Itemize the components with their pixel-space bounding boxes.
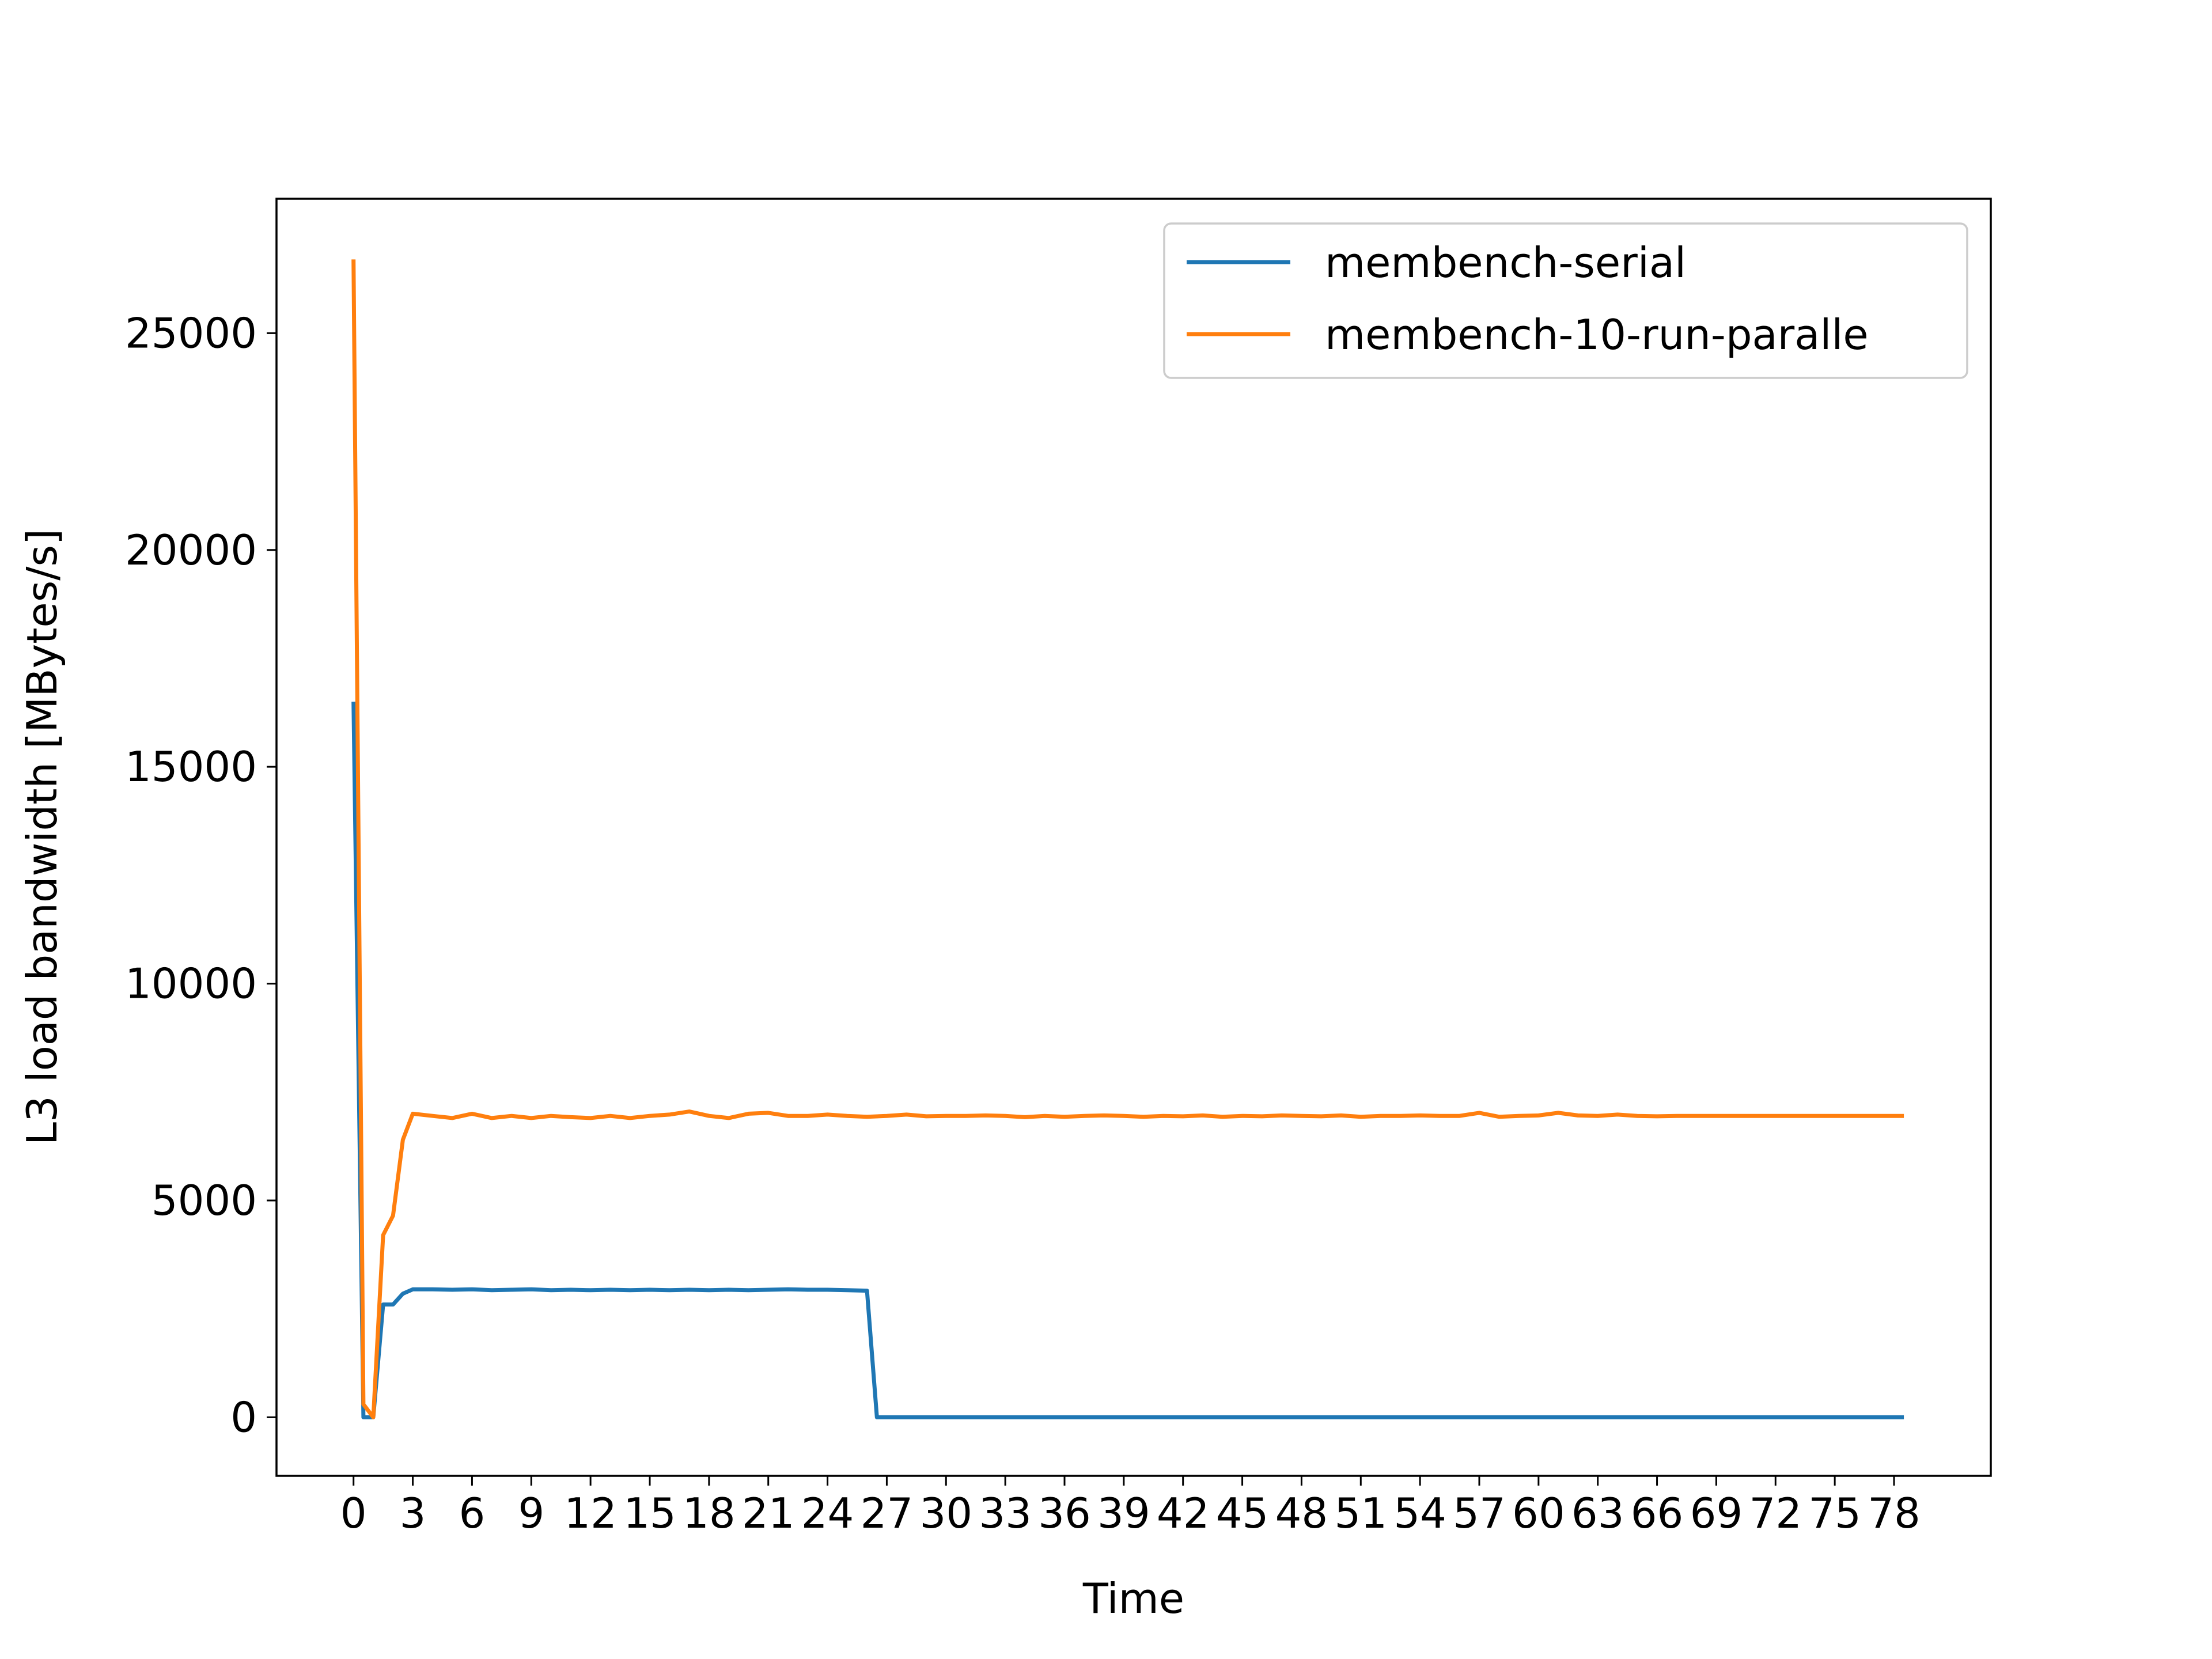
y-tick-label: 0 <box>230 1393 257 1441</box>
y-axis-ticks: 0 5000 10000 15000 20000 25000 <box>125 309 276 1441</box>
x-tick-label: 27 <box>861 1489 914 1537</box>
x-tick-label: 0 <box>340 1489 367 1537</box>
x-tick-label: 69 <box>1690 1489 1743 1537</box>
x-tick-label: 12 <box>564 1489 617 1537</box>
series-line-membench-serial <box>351 702 1904 1419</box>
x-tick-label: 78 <box>1868 1489 1921 1537</box>
x-tick-label: 63 <box>1571 1489 1624 1537</box>
x-tick-label: 72 <box>1749 1489 1802 1537</box>
legend-label-membench-serial: membench-serial <box>1325 238 1686 287</box>
legend-box <box>1163 222 1968 379</box>
x-tick-label: 42 <box>1157 1489 1210 1537</box>
legend: membench-serial membench-10-run-paralle <box>1163 222 1968 379</box>
x-tick-label: 18 <box>683 1489 736 1537</box>
x-tick-label: 30 <box>919 1489 972 1537</box>
plot-area <box>276 199 1991 1476</box>
x-tick-label: 24 <box>801 1489 854 1537</box>
x-tick-label: 48 <box>1275 1489 1328 1537</box>
x-tick-label: 33 <box>979 1489 1032 1537</box>
x-tick-label: 39 <box>1097 1489 1150 1537</box>
axes-frame <box>275 198 1992 1477</box>
y-tick-label: 5000 <box>151 1176 257 1225</box>
x-tick-label: 3 <box>400 1489 426 1537</box>
x-tick-label: 57 <box>1453 1489 1506 1537</box>
x-axis-label: Time <box>1082 1574 1184 1623</box>
y-axis-label: L3 load bandwidth [MBytes/s] <box>18 529 66 1145</box>
x-tick-label: 45 <box>1216 1489 1269 1537</box>
y-tick-label: 10000 <box>125 960 257 1008</box>
x-tick-label: 6 <box>459 1489 486 1537</box>
x-tick-label: 51 <box>1334 1489 1387 1537</box>
x-tick-label: 15 <box>623 1489 676 1537</box>
y-tick-label: 25000 <box>125 309 257 357</box>
x-tick-label: 75 <box>1808 1489 1861 1537</box>
x-axis-ticks: 0 3 6 9 12 15 18 21 24 27 30 33 36 39 42 45 48 51 54 57 60 63… <box>340 1476 1921 1537</box>
x-tick-label: 21 <box>742 1489 795 1537</box>
legend-label-membench-10-run-paralle: membench-10-run-paralle <box>1325 310 1869 359</box>
x-tick-label: 66 <box>1631 1489 1684 1537</box>
series-layer <box>351 259 1904 1419</box>
x-tick-label: 9 <box>518 1489 544 1537</box>
series-line-membench-10-run-paralle <box>351 259 1904 1419</box>
x-tick-label: 54 <box>1393 1489 1446 1537</box>
x-tick-label: 36 <box>1038 1489 1091 1537</box>
y-tick-label: 15000 <box>125 743 257 791</box>
y-tick-label: 20000 <box>125 526 257 574</box>
x-tick-label: 60 <box>1512 1489 1565 1537</box>
